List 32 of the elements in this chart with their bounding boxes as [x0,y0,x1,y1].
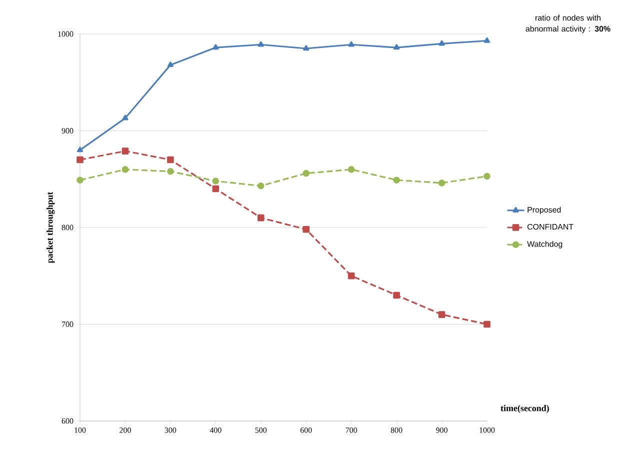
point [258,182,264,190]
point [348,166,355,173]
point [393,292,400,299]
point [303,45,310,51]
y-axis-title: packet throughput [46,192,55,264]
point [167,168,174,175]
point [438,180,446,186]
point [484,172,490,180]
point [212,185,220,192]
point [302,170,310,177]
point [122,148,129,154]
point [484,37,490,43]
point [484,320,490,328]
point [394,44,400,50]
point [167,62,174,68]
point [258,41,264,47]
point [348,272,355,280]
point [76,156,84,164]
point [122,114,128,120]
point [122,166,129,173]
point [348,41,354,47]
x-axis-title: time(second) [500,404,549,414]
point [76,146,84,152]
point [438,311,446,318]
point [76,176,84,184]
point [212,44,219,50]
point [212,178,220,184]
point [258,214,264,222]
point [302,226,310,233]
point [393,176,400,184]
point [438,40,445,46]
point [167,156,174,164]
